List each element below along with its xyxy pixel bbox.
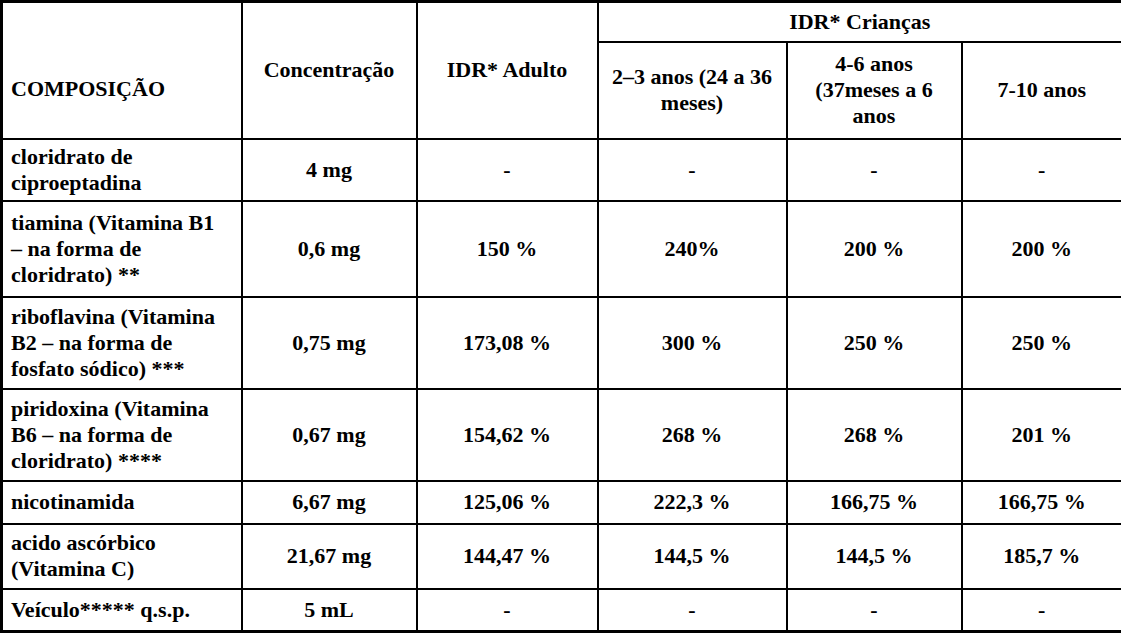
cell-concentration: 0,6 mg [242,201,417,297]
row-label: riboflavina (Vitamina B2 – na forma de f… [2,297,242,389]
table-row-acido-ascorbico: acido ascórbico (Vitamina C) 21,67 mg 14… [2,524,1121,589]
header-age-4-6-anos: 4-6 anos (37meses a 6 anos [787,42,962,139]
cell-concentration: 4 mg [242,139,417,201]
cell-concentration: 5 mL [242,589,417,632]
cell-idr-7-10: 201 % [962,389,1121,481]
cell-idr-2-3: 240% [598,201,787,297]
header-age-2-3-anos: 2–3 anos (24 a 36 meses) [598,42,787,139]
cell-concentration: 0,75 mg [242,297,417,389]
cell-idr-7-10: 185,7 % [962,524,1121,589]
table-row-cloridrato-ciproeptadina: cloridrato de ciproeptadina 4 mg - - - - [2,139,1121,201]
cell-concentration: 21,67 mg [242,524,417,589]
cell-idr-7-10: - [962,139,1121,201]
table-row-riboflavina: riboflavina (Vitamina B2 – na forma de f… [2,297,1121,389]
cell-concentration: 6,67 mg [242,481,417,524]
cell-idr-2-3: 300 % [598,297,787,389]
composition-table: COMPOSIÇÃO Concentração IDR* Adulto IDR*… [0,0,1121,633]
table-row-tiamina: tiamina (Vitamina B1 – na forma de clori… [2,201,1121,297]
table-row-piridoxina: piridoxina (Vitamina B6 – na forma de cl… [2,389,1121,481]
cell-idr-adult: 150 % [417,201,598,297]
row-label: Veículo***** q.s.p. [2,589,242,632]
cell-idr-7-10: 250 % [962,297,1121,389]
row-label: cloridrato de ciproeptadina [2,139,242,201]
cell-idr-4-6: 200 % [787,201,962,297]
cell-idr-4-6: 166,75 % [787,481,962,524]
cell-idr-2-3: - [598,139,787,201]
cell-concentration: 0,67 mg [242,389,417,481]
cell-idr-4-6: - [787,589,962,632]
cell-idr-2-3: 144,5 % [598,524,787,589]
cell-idr-4-6: 268 % [787,389,962,481]
header-row-top: COMPOSIÇÃO Concentração IDR* Adulto IDR*… [2,2,1121,42]
cell-idr-4-6: 144,5 % [787,524,962,589]
cell-idr-4-6: 250 % [787,297,962,389]
header-concentracao: Concentração [242,2,417,139]
row-label: tiamina (Vitamina B1 – na forma de clori… [2,201,242,297]
cell-idr-adult: 173,08 % [417,297,598,389]
cell-idr-2-3: 222,3 % [598,481,787,524]
header-composicao: COMPOSIÇÃO [2,2,242,139]
cell-idr-7-10: 200 % [962,201,1121,297]
row-label: nicotinamida [2,481,242,524]
cell-idr-adult: 154,62 % [417,389,598,481]
header-age-7-10-anos: 7-10 anos [962,42,1121,139]
cell-idr-2-3: 268 % [598,389,787,481]
header-idr-adulto: IDR* Adulto [417,2,598,139]
cell-idr-adult: 144,47 % [417,524,598,589]
cell-idr-adult: - [417,589,598,632]
cell-idr-7-10: 166,75 % [962,481,1121,524]
table-row-veiculo: Veículo***** q.s.p. 5 mL - - - - [2,589,1121,632]
header-idr-criancas: IDR* Crianças [598,2,1121,42]
cell-idr-2-3: - [598,589,787,632]
cell-idr-adult: - [417,139,598,201]
row-label: acido ascórbico (Vitamina C) [2,524,242,589]
table-row-nicotinamida: nicotinamida 6,67 mg 125,06 % 222,3 % 16… [2,481,1121,524]
cell-idr-4-6: - [787,139,962,201]
cell-idr-7-10: - [962,589,1121,632]
row-label: piridoxina (Vitamina B6 – na forma de cl… [2,389,242,481]
cell-idr-adult: 125,06 % [417,481,598,524]
document-page: COMPOSIÇÃO Concentração IDR* Adulto IDR*… [0,0,1121,638]
